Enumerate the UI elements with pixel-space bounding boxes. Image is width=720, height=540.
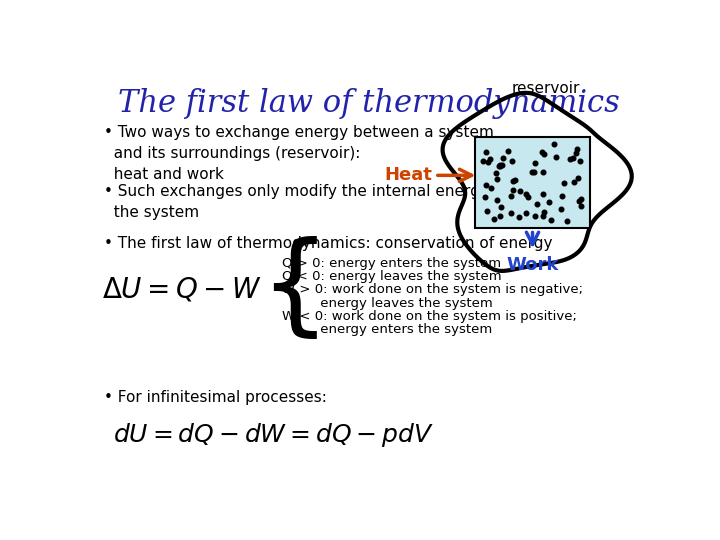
Point (575, 157, 586, 166)
Point (498, 153, 509, 162)
Text: Q < 0: energy leaves the system: Q < 0: energy leaves the system (282, 271, 502, 284)
Point (564, 154, 576, 163)
Point (556, 192, 567, 201)
Point (529, 212, 541, 220)
Point (548, 140, 559, 149)
FancyBboxPatch shape (475, 137, 590, 228)
Point (528, 158, 540, 167)
Point (514, 187, 526, 195)
Text: $\{$: $\{$ (259, 236, 318, 343)
Point (485, 184, 497, 193)
Text: reservoir: reservoir (511, 82, 580, 96)
Point (531, 200, 543, 208)
Point (570, 149, 582, 158)
Point (493, 161, 505, 170)
Point (573, 196, 585, 205)
Point (546, 215, 557, 224)
Text: • For infinitesimal processes:: • For infinitesimal processes: (104, 390, 327, 405)
Point (490, 168, 501, 177)
Point (485, 154, 496, 163)
Point (505, 208, 517, 217)
Point (492, 195, 503, 204)
Point (513, 213, 525, 221)
Point (538, 208, 549, 217)
Text: $dU = dQ - dW = dQ - pdV$: $dU = dQ - dW = dQ - pdV$ (113, 421, 434, 449)
Point (537, 212, 549, 220)
Point (572, 173, 584, 182)
Point (482, 158, 494, 166)
Point (495, 160, 506, 169)
Text: $\Delta U = Q - W$: $\Delta U = Q - W$ (102, 275, 261, 303)
Point (520, 190, 531, 198)
Point (567, 154, 579, 163)
Text: W < 0: work done on the system is positive;: W < 0: work done on the system is positi… (282, 309, 577, 323)
Text: Q > 0: energy enters the system: Q > 0: energy enters the system (282, 257, 501, 271)
Point (537, 190, 549, 198)
Point (496, 160, 508, 169)
Text: energy enters the system: energy enters the system (282, 323, 492, 336)
Point (561, 217, 572, 226)
Point (508, 185, 519, 194)
Text: Work: Work (506, 256, 559, 274)
Point (479, 193, 490, 201)
Point (502, 146, 513, 155)
Point (480, 147, 492, 156)
Point (526, 167, 538, 176)
Point (536, 148, 548, 157)
Point (522, 193, 534, 202)
Point (572, 145, 583, 153)
Point (478, 157, 490, 166)
Point (495, 212, 506, 220)
Point (575, 202, 586, 211)
Point (558, 179, 570, 187)
Point (521, 209, 532, 218)
Point (488, 215, 500, 224)
Point (492, 175, 503, 184)
Point (569, 178, 580, 186)
Point (575, 195, 586, 204)
Point (494, 162, 505, 171)
Point (505, 192, 517, 200)
Point (537, 168, 549, 177)
Point (544, 198, 555, 207)
Point (539, 150, 550, 158)
Point (507, 157, 518, 166)
Point (495, 203, 507, 212)
Point (482, 206, 493, 215)
Text: • Such exchanges only modify the internal energy of
  the system: • Such exchanges only modify the interna… (104, 184, 508, 220)
Point (551, 152, 562, 161)
Text: energy leaves the system: energy leaves the system (282, 296, 493, 309)
Text: W > 0: work done on the system is negative;: W > 0: work done on the system is negati… (282, 284, 583, 296)
Text: • The first law of thermodynamics: conservation of energy: • The first law of thermodynamics: conse… (104, 236, 552, 251)
Text: Heat: Heat (384, 166, 432, 184)
Point (555, 205, 567, 213)
Text: The first law of thermodynamics: The first law of thermodynamics (118, 88, 620, 119)
Point (528, 167, 540, 176)
Text: • Two ways to exchange energy between a system
  and its surroundings (reservoir: • Two ways to exchange energy between a … (104, 125, 494, 182)
Point (509, 175, 521, 184)
Point (507, 177, 518, 185)
Point (480, 180, 492, 189)
